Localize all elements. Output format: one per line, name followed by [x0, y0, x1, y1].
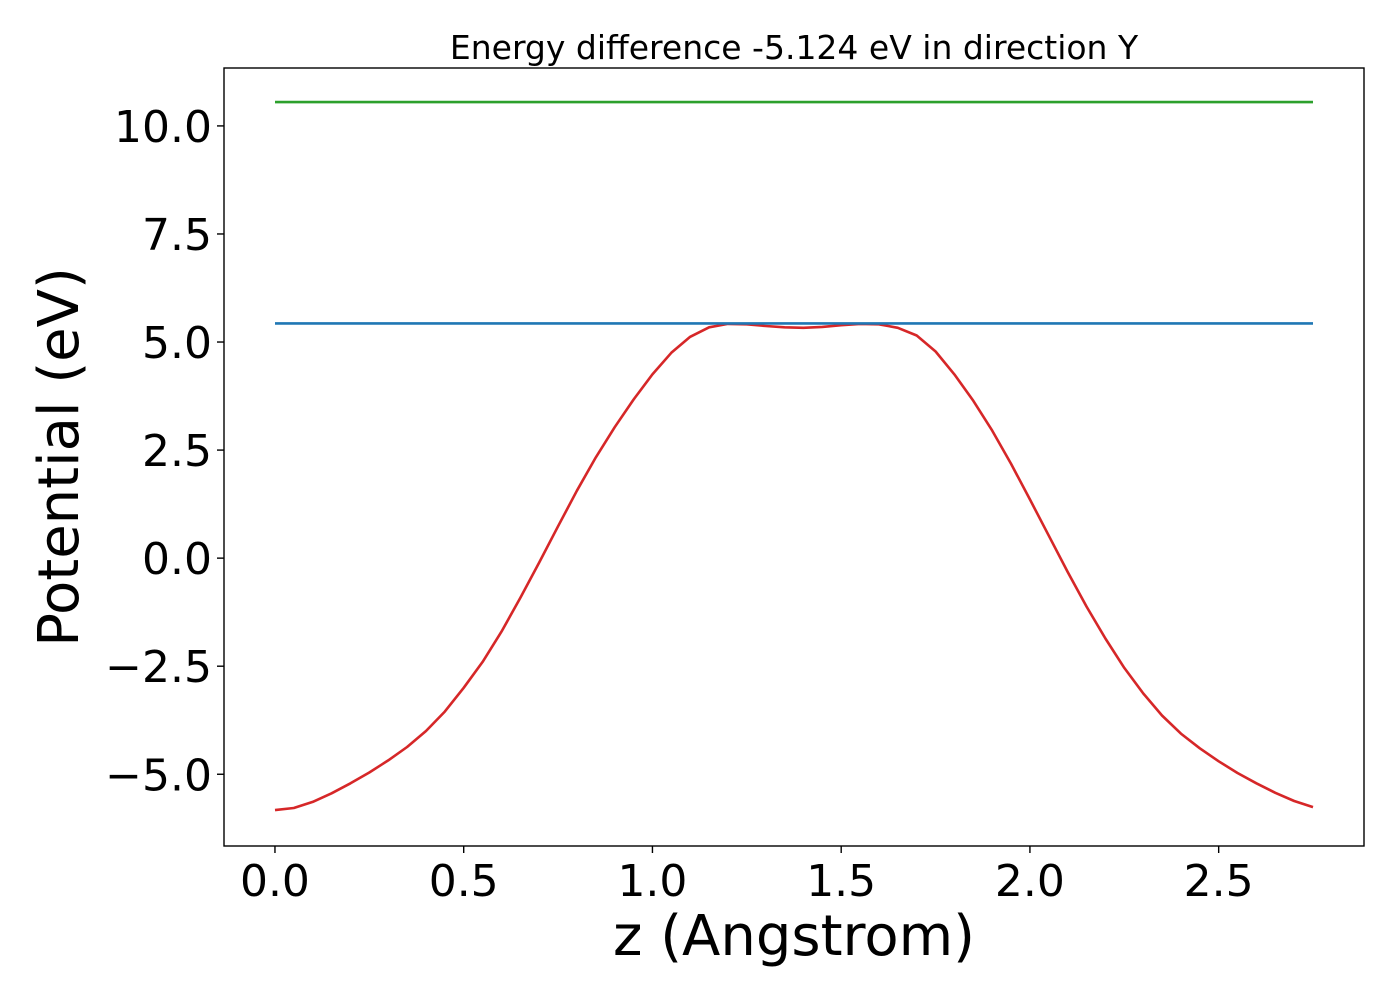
- y-tick-label: 2.5: [142, 426, 212, 477]
- y-tick-label: −2.5: [105, 642, 212, 693]
- y-tick-label: 10.0: [114, 102, 212, 153]
- x-tick-label: 2.5: [1184, 856, 1254, 907]
- plot-lines: [274, 100, 1314, 812]
- x-tick-label: 2.0: [995, 856, 1065, 907]
- y-tick-label: −5.0: [105, 750, 212, 801]
- x-tick-label: 1.5: [806, 856, 876, 907]
- y-tick-label: 7.5: [142, 210, 212, 261]
- y-tick-label: 0.0: [142, 534, 212, 585]
- plot-frame: [223, 67, 1365, 847]
- y-axis-ticks: −5.0 −2.5 0.0 2.5 5.0 7.5 10.0: [105, 102, 224, 801]
- x-tick-label: 0.0: [240, 856, 310, 907]
- x-tick-label: 1.0: [617, 856, 687, 907]
- y-axis-label: Potential (eV): [27, 267, 92, 647]
- series-line-0: [274, 322, 1314, 812]
- x-axis-ticks: 0.0 0.5 1.0 1.5 2.0 2.5: [240, 846, 1254, 907]
- x-tick-label: 0.5: [429, 856, 499, 907]
- x-axis-label: z (Angstrom): [613, 904, 975, 969]
- y-tick-label: 5.0: [142, 318, 212, 369]
- chart-title: Energy difference -5.124 eV in direction…: [450, 28, 1139, 67]
